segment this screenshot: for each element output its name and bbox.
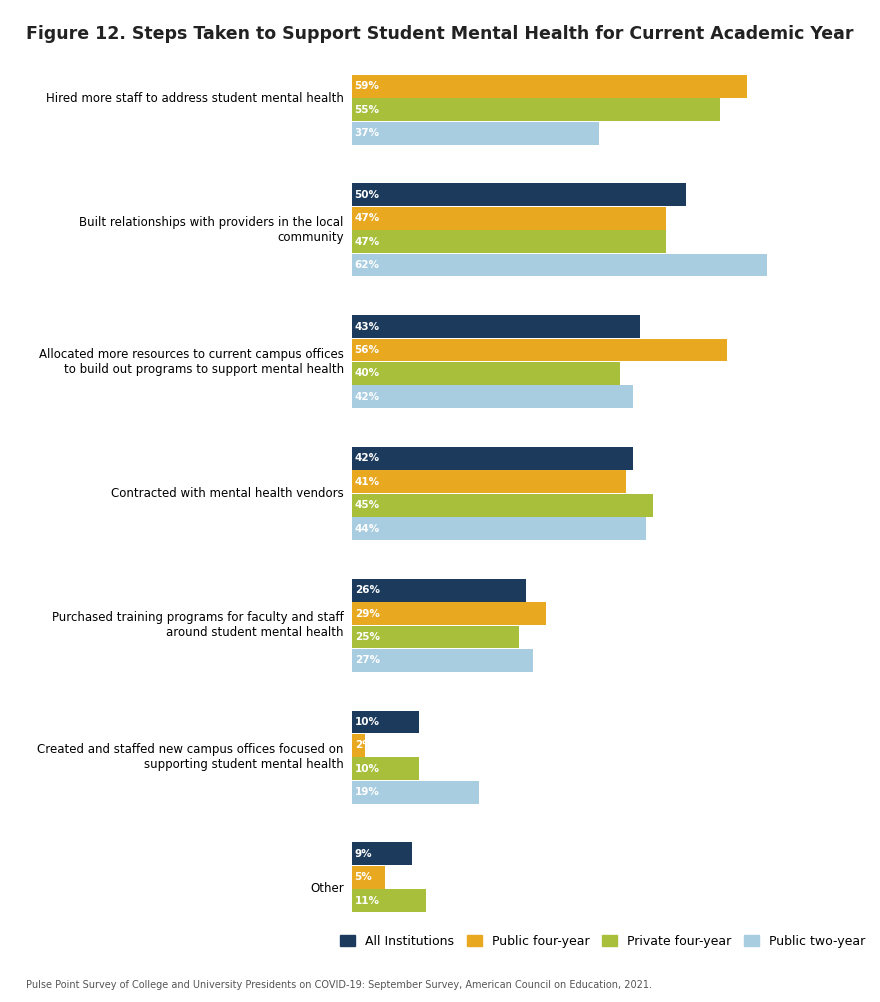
Bar [352,51,686,74]
Text: 47%: 47% [355,236,380,246]
Bar [352,602,546,625]
Bar [352,230,666,254]
Bar [352,254,766,277]
Text: 42%: 42% [355,454,380,463]
Bar [352,316,640,338]
Bar [352,494,653,517]
Text: 45%: 45% [355,500,380,510]
Text: 55%: 55% [355,105,379,115]
Bar [352,98,720,121]
Text: 62%: 62% [355,260,379,270]
Text: 42%: 42% [355,392,380,402]
Text: 27%: 27% [355,655,380,665]
Bar [352,889,426,912]
Bar [352,579,526,601]
Text: 5%: 5% [355,872,372,882]
Text: 26%: 26% [355,585,379,595]
Text: 10%: 10% [355,717,379,727]
Bar [352,913,432,936]
Text: 56%: 56% [355,345,379,355]
Text: 37%: 37% [355,128,380,138]
Bar [352,447,633,470]
Bar [352,386,633,408]
Text: 19%: 19% [355,788,379,798]
Text: 11%: 11% [355,896,379,906]
Text: Pulse Point Survey of College and University Presidents on COVID-19: September S: Pulse Point Survey of College and Univer… [26,980,652,990]
Text: 10%: 10% [355,764,379,774]
Text: 25%: 25% [355,632,379,642]
Bar [352,517,646,540]
Text: 44%: 44% [355,524,380,533]
Legend: All Institutions, Public four-year, Private four-year, Public two-year: All Institutions, Public four-year, Priv… [337,931,869,952]
Text: 12%: 12% [355,919,379,929]
Text: 50%: 50% [355,58,379,68]
Bar [352,625,519,648]
Bar [352,733,365,757]
Text: 9%: 9% [355,849,372,859]
Text: Figure 12. Steps Taken to Support Student Mental Health for Current Academic Yea: Figure 12. Steps Taken to Support Studen… [26,25,854,43]
Text: 40%: 40% [355,369,380,379]
Text: 41%: 41% [355,477,380,487]
Text: 43%: 43% [355,322,380,332]
Text: 2%: 2% [355,740,372,750]
Bar [352,339,727,362]
Bar [352,781,479,804]
Text: 29%: 29% [355,608,379,618]
Bar [352,470,627,493]
Bar [352,710,419,733]
Text: 59%: 59% [355,81,379,91]
Bar [352,649,532,671]
Bar [352,183,686,206]
Bar [352,75,746,98]
Bar [352,843,412,866]
Bar [352,758,419,781]
Text: 50%: 50% [355,189,379,199]
Bar [352,206,666,229]
Text: 47%: 47% [355,213,380,223]
Bar [352,866,385,889]
Bar [352,362,620,385]
Bar [352,121,599,144]
